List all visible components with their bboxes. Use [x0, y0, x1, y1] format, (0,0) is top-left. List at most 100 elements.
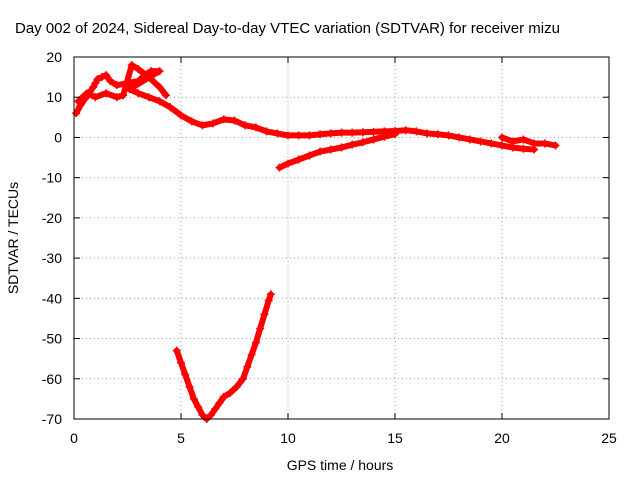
- data-point: [74, 97, 83, 106]
- data-point: [247, 350, 256, 359]
- data-point: [155, 97, 164, 106]
- data-point: [284, 159, 292, 168]
- x-tick-label: 0: [70, 430, 78, 446]
- data-point: [177, 111, 185, 120]
- x-axis-label: GPS time / hours: [287, 457, 394, 473]
- data-point: [144, 73, 153, 82]
- data-point: [155, 83, 164, 92]
- y-tick-labels: 20 10 0 -10 -20 -30 -40 -50 -60 -70: [42, 49, 62, 427]
- data-point: [219, 392, 228, 401]
- data-point: [93, 75, 102, 84]
- data-point: [540, 139, 549, 148]
- data-point: [226, 388, 235, 397]
- data-point: [326, 145, 335, 154]
- data-point: [305, 131, 314, 140]
- series-arc-v-shape: [172, 290, 275, 423]
- data-point: [215, 398, 224, 407]
- data-point: [241, 121, 250, 130]
- data-point: [219, 115, 228, 124]
- data-point: [187, 117, 196, 126]
- data-point: [91, 79, 100, 88]
- data-point: [275, 163, 284, 172]
- data-point: [134, 77, 143, 86]
- y-tick-label: -10: [42, 170, 62, 186]
- data-point: [112, 93, 121, 102]
- data-point: [326, 129, 335, 138]
- series-arc-main: [72, 67, 539, 154]
- y-tick-label: -60: [42, 371, 62, 387]
- y-tick-label: -40: [42, 290, 62, 306]
- data-point: [264, 296, 273, 305]
- data-point: [243, 362, 252, 371]
- data-point: [423, 129, 432, 138]
- series-arc-lower-branch: [275, 130, 399, 172]
- data-point: [155, 67, 164, 76]
- data-point: [337, 128, 346, 137]
- data-point: [380, 132, 389, 141]
- data-point: [172, 346, 181, 355]
- data-point: [348, 140, 357, 149]
- data-point: [89, 83, 98, 92]
- x-tick-label: 20: [494, 430, 510, 446]
- data-point: [305, 151, 314, 160]
- y-tick-label: 20: [46, 49, 62, 65]
- data-point: [433, 130, 442, 139]
- series-trace: [173, 291, 274, 422]
- data-point: [498, 141, 506, 150]
- data-point: [239, 374, 248, 383]
- plot-area: [72, 61, 560, 423]
- data-point: [294, 155, 303, 164]
- data-point: [198, 410, 207, 419]
- data-point: [316, 130, 325, 139]
- data-point: [106, 77, 115, 86]
- data-point: [348, 128, 357, 137]
- x-tick-label: 15: [387, 430, 403, 446]
- data-point: [530, 139, 539, 148]
- data-point: [284, 131, 292, 140]
- data-point: [256, 324, 265, 333]
- data-point: [551, 141, 560, 150]
- data-point: [294, 131, 303, 140]
- data-point: [266, 290, 275, 299]
- data-point: [206, 410, 215, 419]
- data-point: [147, 67, 156, 76]
- data-point: [194, 402, 203, 411]
- y-tick-label: -20: [42, 210, 62, 226]
- data-point: [91, 93, 100, 102]
- data-point: [337, 143, 346, 152]
- data-point: [134, 89, 143, 98]
- data-point: [177, 358, 185, 367]
- data-point: [102, 71, 111, 80]
- data-point: [369, 135, 378, 144]
- data-point: [166, 103, 175, 112]
- y-tick-label: -50: [42, 331, 62, 347]
- data-point: [260, 310, 269, 319]
- data-point: [316, 147, 325, 156]
- data-point: [508, 137, 517, 146]
- data-point: [262, 127, 271, 136]
- data-point: [273, 129, 282, 138]
- data-point: [72, 109, 81, 118]
- data-point: [112, 81, 121, 90]
- plot-frame: [73, 56, 610, 420]
- data-point: [232, 382, 241, 391]
- x-tick-label: 5: [177, 430, 185, 446]
- data-point: [412, 127, 421, 136]
- data-point: [369, 127, 378, 136]
- y-tick-label: 10: [46, 89, 62, 105]
- data-point: [185, 382, 194, 391]
- data-point: [102, 89, 111, 98]
- data-point: [498, 133, 506, 142]
- data-point: [82, 89, 91, 98]
- data-point: [230, 116, 239, 125]
- data-point: [358, 138, 367, 147]
- y-tick-label: -70: [42, 411, 62, 427]
- y-axis-label: SDTVAR / TECUs: [5, 182, 21, 294]
- data-point: [401, 126, 410, 135]
- data-point: [251, 338, 260, 347]
- data-point: [455, 133, 464, 142]
- chart-title: Day 002 of 2024, Sidereal Day-to-day VTE…: [15, 20, 560, 37]
- data-point: [519, 135, 528, 144]
